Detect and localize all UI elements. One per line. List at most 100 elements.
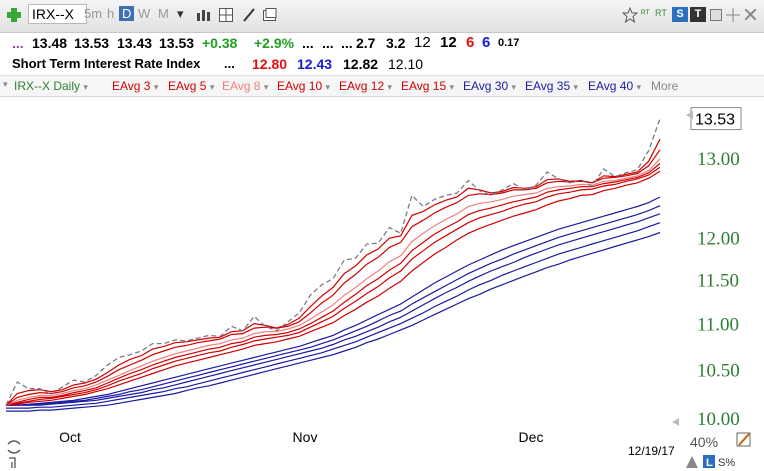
move-icon[interactable] bbox=[726, 8, 740, 22]
scale-arrow-icon bbox=[672, 418, 679, 426]
series-line-eavg-35 bbox=[6, 205, 661, 406]
x-tick-label: Oct bbox=[59, 429, 81, 445]
legend-label: EAvg 12 bbox=[339, 79, 385, 93]
series-line-eavg-10 bbox=[5, 163, 661, 406]
y-tick-label: 12.00 bbox=[697, 228, 740, 249]
scroll-up-icon bbox=[686, 456, 698, 468]
interval-5m[interactable]: 5m bbox=[84, 6, 103, 21]
quote-ellipsis-1: ... bbox=[302, 35, 314, 51]
layout-icon[interactable] bbox=[710, 9, 722, 21]
interval-h[interactable]: h bbox=[107, 6, 115, 21]
rt-text: RT bbox=[655, 8, 667, 18]
series-line-irx-x-daily bbox=[5, 118, 661, 406]
legend-item-eavg30[interactable]: EAvg 30 ▾ bbox=[463, 79, 517, 93]
legend-label: EAvg 15 bbox=[401, 79, 447, 93]
quote-change-pct: +2.9% bbox=[254, 35, 295, 51]
series-line-eavg-12 bbox=[5, 166, 661, 406]
quote-count-5: 0.17 bbox=[498, 37, 520, 49]
ma-value-black: 12.82 bbox=[343, 56, 379, 72]
grid-add-icon[interactable] bbox=[219, 8, 233, 22]
legend-item-eavg15[interactable]: EAvg 15 ▾ bbox=[401, 79, 455, 93]
legend-item-price[interactable]: IRX--X Daily ▾ bbox=[14, 79, 88, 93]
log-scale-button bbox=[703, 455, 715, 468]
legend-item-eavg35[interactable]: EAvg 35 ▾ bbox=[525, 79, 579, 93]
series-line-eavg-45 bbox=[6, 222, 661, 409]
last-price-box bbox=[690, 107, 742, 131]
last-price-label: 13.53 bbox=[695, 112, 735, 129]
legend-item-eavg5[interactable]: EAvg 5 ▾ bbox=[168, 79, 215, 93]
rt-icon[interactable]: ᴿᵀ bbox=[641, 9, 650, 20]
legend-dropdown-icon[interactable]: ▾ bbox=[3, 79, 8, 89]
name-bar: Short Term Interest Rate Index ... 12.80… bbox=[0, 54, 764, 74]
plus-icon[interactable] bbox=[6, 7, 22, 23]
chart-toolbar: IRX--X 5m h D W M ▾ ᴿᵀ RT S T bbox=[0, 0, 764, 33]
y-tick-label: 10.00 bbox=[697, 409, 740, 430]
y-tick-label: 10.50 bbox=[697, 361, 740, 382]
series-line-eavg-15 bbox=[5, 170, 661, 406]
s-icon[interactable]: S bbox=[672, 7, 688, 22]
quote-value-2: 3.2 bbox=[386, 35, 406, 51]
interval-d[interactable]: D bbox=[119, 6, 135, 21]
bar-chart-icon[interactable] bbox=[197, 9, 211, 21]
legend-label: EAvg 40 bbox=[588, 79, 634, 93]
series-line-eavg-30 bbox=[6, 196, 661, 406]
series-line-eavg-50 bbox=[6, 231, 661, 412]
legend-label: EAvg 30 bbox=[463, 79, 509, 93]
y-tick-label: 13.00 bbox=[697, 149, 740, 170]
t-icon[interactable]: T bbox=[690, 7, 706, 22]
cursor-icon bbox=[9, 457, 16, 468]
ma-value-red: 12.80 bbox=[252, 56, 288, 72]
series-line-eavg-40 bbox=[6, 213, 661, 406]
quote-ellipsis-2: ... bbox=[322, 35, 334, 51]
quote-bar: ... 13.48 13.53 13.43 13.53 +0.38 +2.9% … bbox=[0, 32, 764, 54]
quote-close: 13.53 bbox=[159, 35, 195, 51]
quote-count-4: 6 bbox=[482, 34, 491, 51]
indicator-legend: ▾ IRX--X Daily ▾ EAvg 3 ▾ EAvg 5 ▾ EAvg … bbox=[0, 75, 764, 97]
interval-m[interactable]: M bbox=[158, 6, 169, 21]
quote-ellipsis-3: ... bbox=[341, 35, 353, 51]
legend-item-eavg40[interactable]: EAvg 40 ▾ bbox=[588, 79, 642, 93]
edit-icon bbox=[738, 433, 750, 446]
ma-value-blue: 12.43 bbox=[297, 56, 333, 72]
sync-icon bbox=[7, 440, 21, 454]
date-label: 12/19/17 bbox=[628, 444, 675, 458]
legend-label: EAvg 3 bbox=[112, 79, 151, 93]
series-line-eavg-5 bbox=[5, 149, 661, 406]
interval-dropdown[interactable]: ▾ bbox=[177, 6, 184, 21]
legend-item-eavg12[interactable]: EAvg 12 ▾ bbox=[339, 79, 393, 93]
price-marker-icon bbox=[686, 111, 693, 119]
legend-item-eavg3[interactable]: EAvg 3 ▾ bbox=[112, 79, 159, 93]
legend-label: EAvg 10 bbox=[277, 79, 323, 93]
close-icon[interactable] bbox=[745, 9, 756, 20]
legend-label: EAvg 8 bbox=[222, 79, 261, 93]
quote-count-3: 6 bbox=[466, 34, 475, 51]
y-tick-label: 11.50 bbox=[697, 271, 739, 292]
legend-more[interactable]: More bbox=[651, 79, 679, 93]
legend-item-eavg8[interactable]: EAvg 8 ▾ bbox=[222, 79, 269, 93]
quote-count-1: 12 bbox=[414, 34, 431, 51]
x-tick-label: Nov bbox=[293, 429, 318, 445]
legend-item-eavg10[interactable]: EAvg 10 ▾ bbox=[277, 79, 331, 93]
legend-label: IRX--X Daily bbox=[14, 79, 81, 93]
star-icon[interactable] bbox=[622, 7, 638, 23]
interval-w[interactable]: W bbox=[138, 6, 151, 21]
legend-label: EAvg 5 bbox=[168, 79, 207, 93]
instrument-name: Short Term Interest Rate Index bbox=[12, 56, 201, 71]
name-ellipsis: ... bbox=[224, 56, 235, 71]
zoom-label: 40% bbox=[690, 434, 718, 450]
series-line-eavg-3 bbox=[5, 139, 661, 406]
quote-open: 13.48 bbox=[32, 35, 68, 51]
window-icon[interactable] bbox=[263, 8, 277, 21]
ma-value-plain: 12.10 bbox=[388, 56, 424, 72]
y-tick-label: 11.00 bbox=[697, 315, 739, 336]
price-chart[interactable]: 10.00 10.50 11.00 11.50 12.00 13.00 13.53 Oct No… bbox=[0, 97, 764, 471]
quote-low: 13.43 bbox=[117, 35, 153, 51]
symbol-input[interactable]: IRX--X bbox=[28, 4, 87, 24]
pencil-icon[interactable] bbox=[242, 7, 256, 23]
series-line-eavg-8 bbox=[5, 158, 661, 406]
quote-change: +0.38 bbox=[202, 35, 238, 51]
legend-label: EAvg 35 bbox=[525, 79, 571, 93]
x-tick-label: Dec bbox=[519, 429, 544, 445]
quote-value-1: 2.7 bbox=[356, 35, 376, 51]
quote-count-2: 12 bbox=[440, 34, 457, 51]
